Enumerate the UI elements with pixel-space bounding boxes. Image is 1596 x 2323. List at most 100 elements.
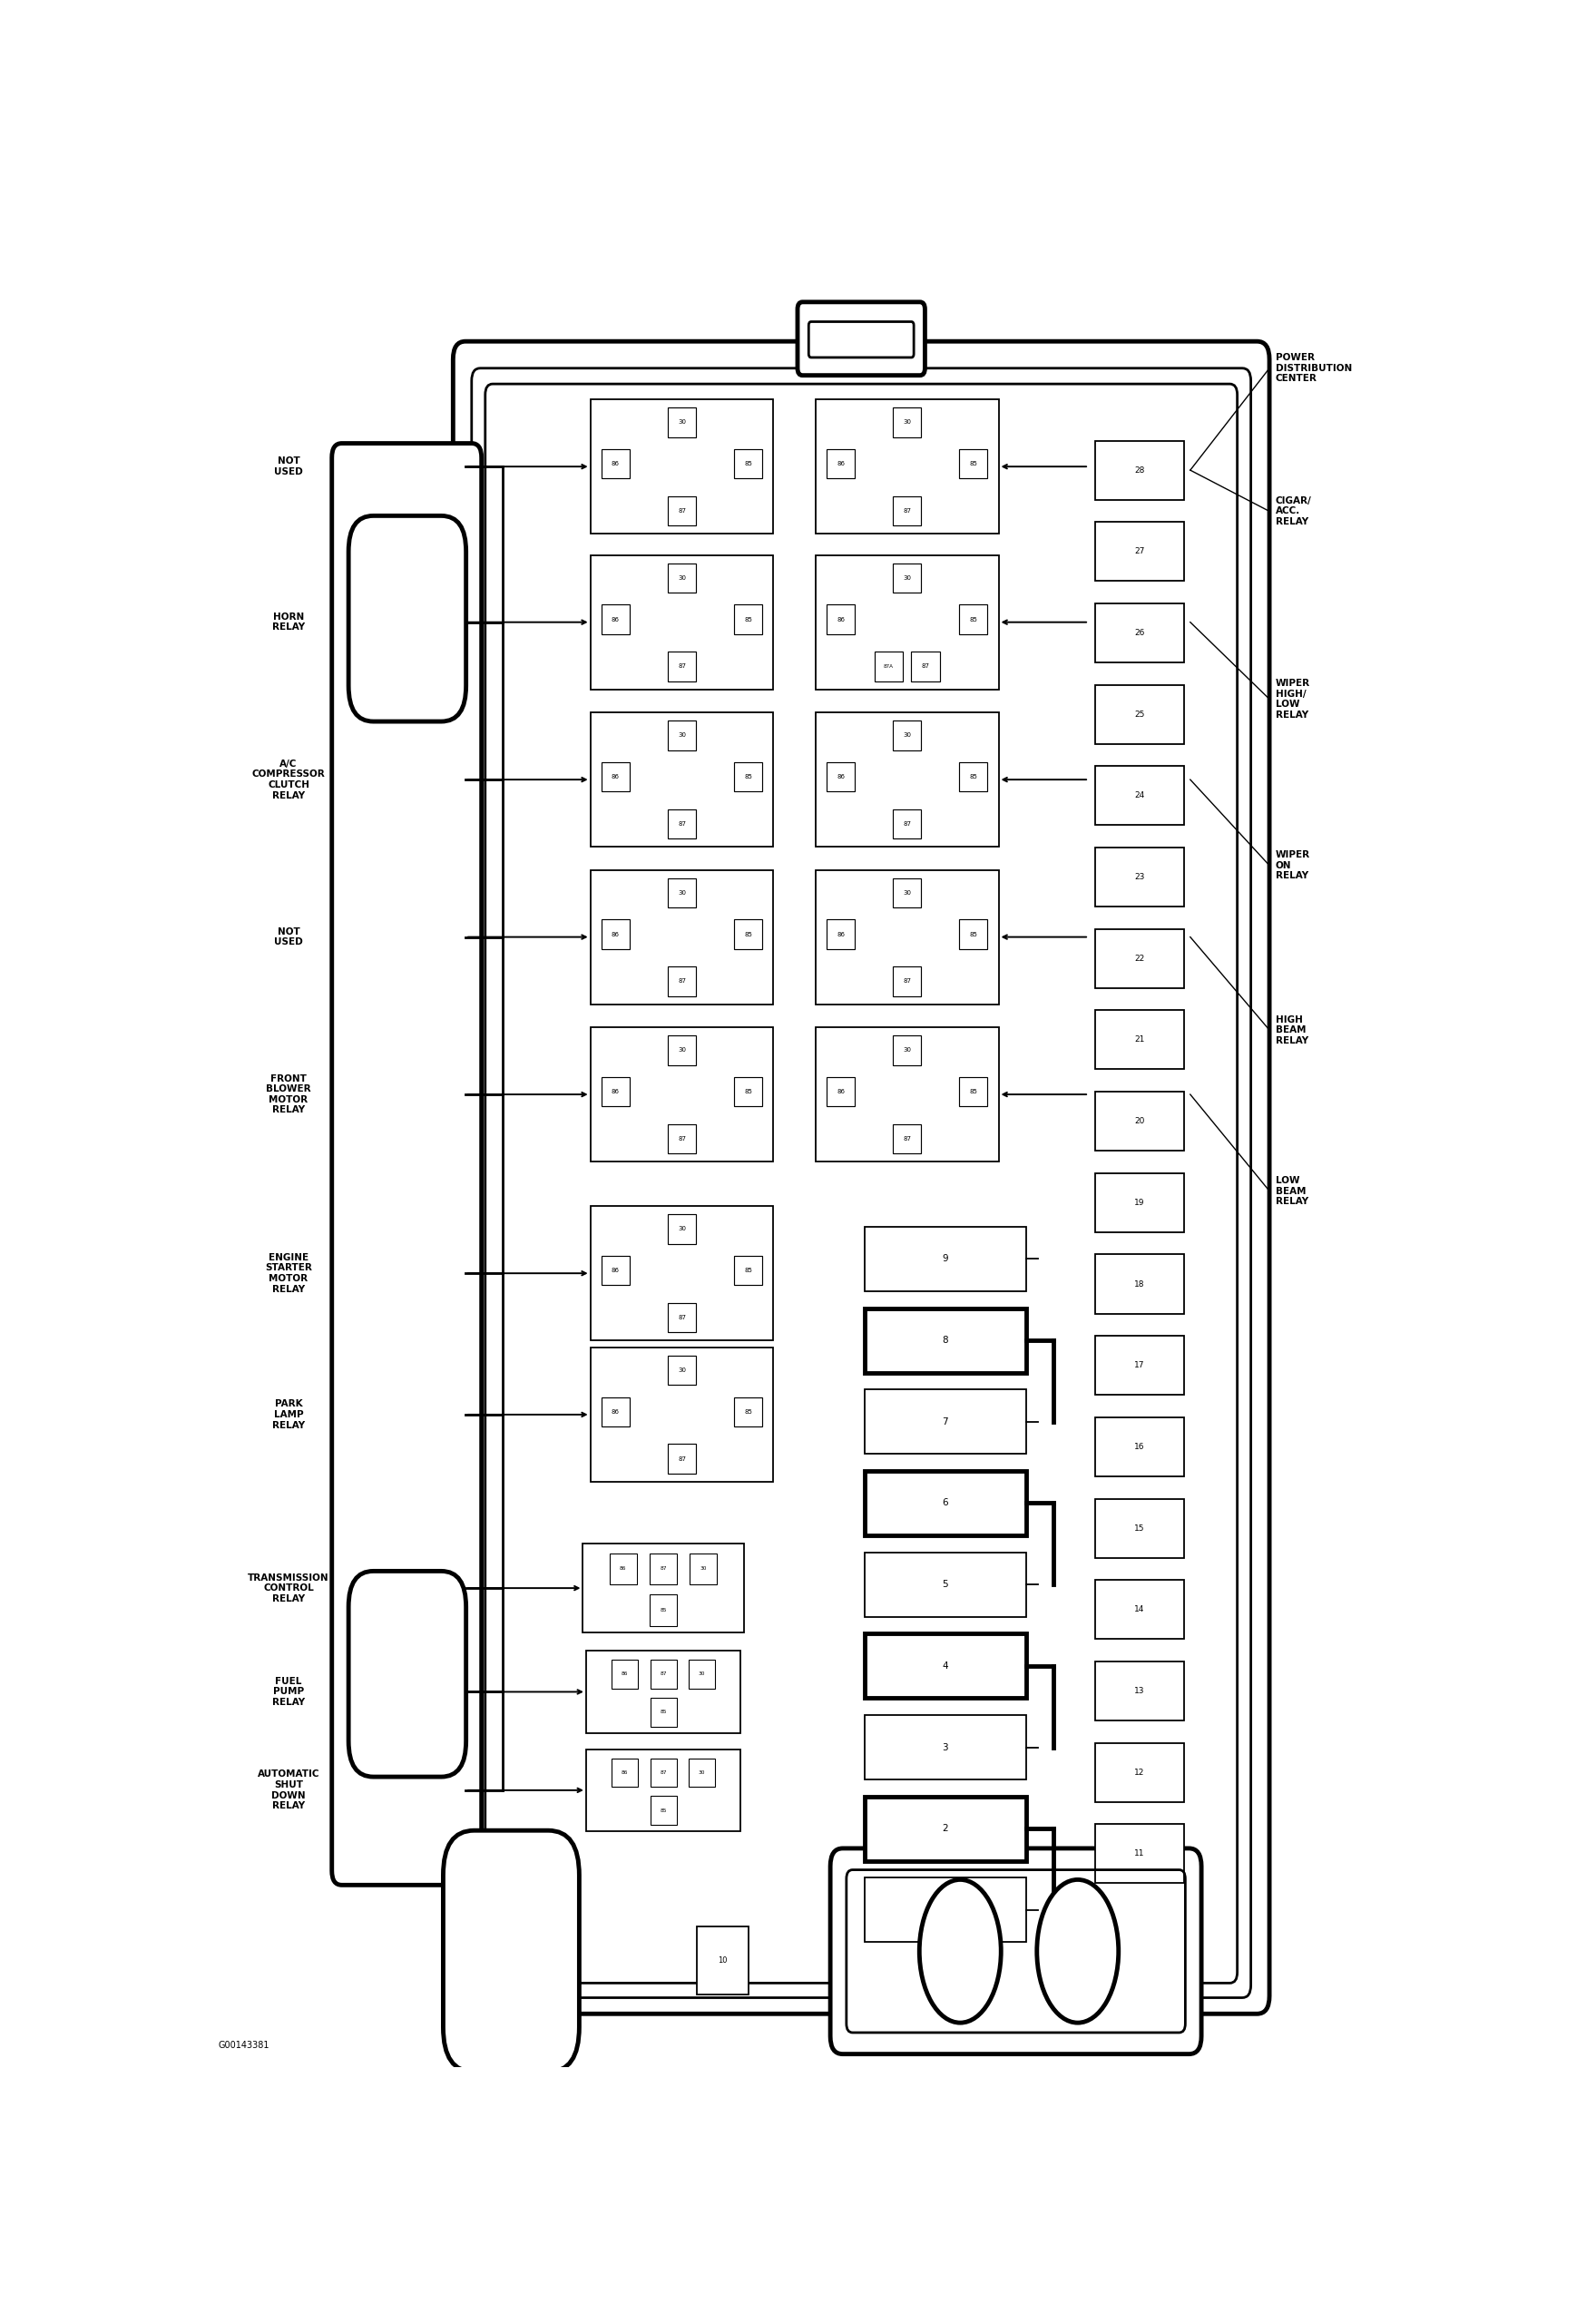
Bar (959, 604, 988, 634)
Bar (591, 713, 774, 846)
Text: 30: 30 (678, 1048, 686, 1052)
Bar (816, 1027, 999, 1162)
Text: 1: 1 (942, 1905, 948, 1914)
Bar (591, 555, 774, 690)
Bar (1095, 1580, 1184, 1640)
Text: 85: 85 (744, 462, 752, 467)
Text: 30: 30 (678, 890, 686, 894)
Text: NOT
USED: NOT USED (275, 458, 303, 476)
Text: 23: 23 (1135, 873, 1144, 880)
Bar (591, 1206, 774, 1340)
Bar (734, 448, 763, 479)
Text: 86: 86 (611, 462, 619, 467)
Bar (892, 878, 921, 908)
Text: POWER
DISTRIBUTION
CENTER: POWER DISTRIBUTION CENTER (1275, 353, 1352, 383)
Text: 85: 85 (744, 618, 752, 623)
Bar (602, 762, 630, 792)
Text: FUEL
PUMP
RELAY: FUEL PUMP RELAY (273, 1677, 305, 1707)
Bar (586, 1652, 741, 1733)
Bar (959, 920, 988, 950)
Text: 22: 22 (1135, 955, 1144, 962)
Text: 86: 86 (611, 618, 619, 623)
Text: 14: 14 (1135, 1605, 1144, 1614)
Text: 85: 85 (659, 1710, 667, 1714)
Bar (734, 762, 763, 792)
Text: 19: 19 (1135, 1199, 1144, 1206)
Bar (865, 1227, 1026, 1292)
Bar (583, 1542, 744, 1633)
Text: HORN
RELAY: HORN RELAY (273, 613, 305, 632)
Bar (1095, 1173, 1184, 1231)
Bar (689, 1659, 715, 1689)
Bar (892, 562, 921, 592)
Bar (667, 1357, 696, 1385)
FancyBboxPatch shape (444, 1831, 579, 2072)
Text: 87: 87 (678, 509, 686, 513)
Bar (1095, 523, 1184, 581)
Text: PARK
LAMP
RELAY: PARK LAMP RELAY (273, 1398, 305, 1429)
Bar (816, 713, 999, 846)
Text: 86: 86 (611, 1268, 619, 1273)
Text: 85: 85 (969, 618, 977, 623)
Bar (667, 497, 696, 525)
Ellipse shape (1037, 1879, 1119, 2023)
Bar (667, 1215, 696, 1243)
Text: 87: 87 (903, 509, 911, 513)
Bar (650, 1759, 677, 1786)
Text: 5: 5 (942, 1580, 948, 1589)
Text: 25: 25 (1135, 711, 1144, 718)
Text: 30: 30 (678, 732, 686, 739)
Text: 30: 30 (903, 1048, 911, 1052)
Text: 87: 87 (659, 1673, 667, 1677)
Bar (650, 1659, 677, 1689)
Text: 4: 4 (942, 1661, 948, 1670)
Text: 85: 85 (969, 774, 977, 781)
Bar (1095, 1824, 1184, 1884)
Bar (667, 1303, 696, 1333)
Text: 87: 87 (659, 1566, 667, 1570)
Bar (697, 1926, 749, 1993)
Text: NOT
USED: NOT USED (275, 927, 303, 948)
Text: CIGAR/
ACC.
RELAY: CIGAR/ ACC. RELAY (1275, 497, 1312, 527)
Text: 86: 86 (836, 618, 844, 623)
Text: 86: 86 (619, 1566, 627, 1570)
Bar (816, 400, 999, 534)
Text: 86: 86 (836, 774, 844, 781)
Text: 86: 86 (621, 1770, 629, 1775)
Text: 30: 30 (903, 420, 911, 425)
Text: 7: 7 (942, 1417, 948, 1426)
Text: 30: 30 (699, 1770, 705, 1775)
Text: 21: 21 (1135, 1036, 1144, 1043)
Text: 17: 17 (1135, 1361, 1144, 1371)
Text: 6: 6 (942, 1498, 948, 1508)
Bar (650, 1554, 677, 1584)
Bar (667, 1036, 696, 1064)
Bar (1095, 1092, 1184, 1150)
Text: 24: 24 (1135, 792, 1144, 799)
Text: 85: 85 (744, 1268, 752, 1273)
Text: 11: 11 (1135, 1849, 1144, 1858)
Text: 30: 30 (903, 732, 911, 739)
Text: AUTOMATIC
SHUT
DOWN
RELAY: AUTOMATIC SHUT DOWN RELAY (257, 1770, 319, 1810)
Bar (1095, 1254, 1184, 1312)
Bar (689, 1554, 717, 1584)
Bar (892, 720, 921, 750)
Text: ENGINE
STARTER
MOTOR
RELAY: ENGINE STARTER MOTOR RELAY (265, 1252, 313, 1294)
Text: 30: 30 (678, 576, 686, 581)
Bar (827, 920, 855, 950)
Text: 87: 87 (659, 1770, 667, 1775)
Text: 27: 27 (1135, 548, 1144, 555)
Text: 85: 85 (744, 1089, 752, 1094)
Bar (689, 1759, 715, 1786)
Text: A/C
COMPRESSOR
CLUTCH
RELAY: A/C COMPRESSOR CLUTCH RELAY (252, 760, 326, 799)
Text: 85: 85 (744, 932, 752, 936)
Bar (1095, 929, 1184, 987)
Text: 86: 86 (836, 462, 844, 467)
Bar (959, 762, 988, 792)
Text: 10: 10 (718, 1956, 728, 1965)
Bar (667, 562, 696, 592)
Bar (586, 1749, 741, 1831)
FancyBboxPatch shape (332, 444, 482, 1884)
Bar (667, 407, 696, 437)
Bar (1095, 1498, 1184, 1559)
